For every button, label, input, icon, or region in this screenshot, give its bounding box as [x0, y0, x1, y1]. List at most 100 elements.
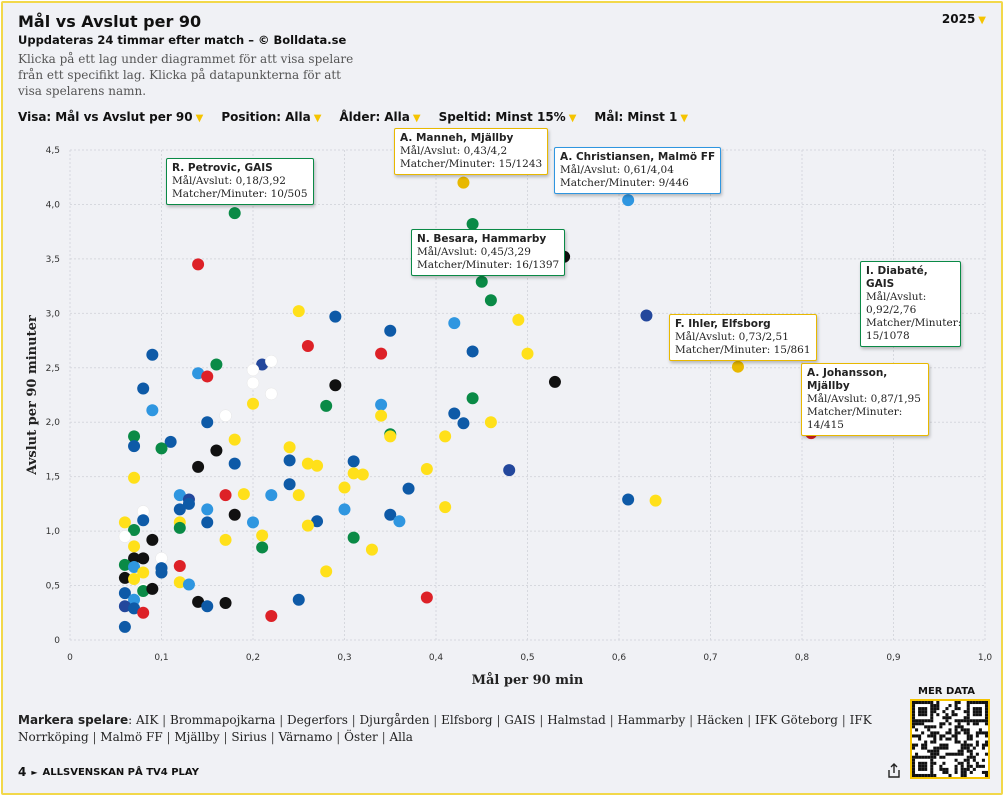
data-point[interactable] — [118, 571, 131, 584]
data-point[interactable] — [128, 552, 141, 565]
data-point[interactable] — [173, 559, 186, 572]
data-point[interactable] — [265, 387, 278, 401]
data-point[interactable] — [128, 524, 141, 537]
data-point[interactable] — [146, 348, 159, 361]
data-point[interactable] — [219, 489, 232, 502]
data-point[interactable] — [311, 459, 324, 472]
data-point[interactable] — [640, 309, 653, 322]
data-point[interactable] — [356, 468, 369, 481]
team-link[interactable]: Värnamo — [278, 730, 333, 744]
data-point[interactable] — [210, 444, 223, 457]
data-point[interactable] — [146, 404, 159, 417]
data-point[interactable] — [292, 489, 305, 502]
data-point[interactable] — [484, 294, 497, 307]
data-point[interactable] — [548, 375, 561, 388]
data-point[interactable] — [283, 441, 296, 454]
team-link[interactable]: Häcken — [696, 713, 744, 727]
data-point[interactable] — [228, 207, 241, 220]
data-point[interactable] — [457, 176, 470, 189]
data-point[interactable] — [118, 587, 131, 600]
data-point[interactable] — [384, 508, 397, 521]
data-point[interactable] — [155, 442, 168, 455]
data-point[interactable] — [128, 573, 141, 586]
data-point[interactable] — [439, 430, 452, 443]
data-point[interactable] — [347, 467, 360, 480]
team-link[interactable]: Brommapojkarna — [170, 713, 276, 727]
data-point[interactable] — [439, 501, 452, 514]
team-link[interactable]: Elfsborg — [441, 713, 493, 727]
data-point[interactable] — [192, 595, 205, 608]
data-point[interactable] — [182, 578, 195, 591]
data-point[interactable] — [201, 503, 214, 516]
team-link[interactable]: IFK Norrköping — [18, 713, 872, 744]
data-point[interactable] — [228, 433, 241, 446]
data-point[interactable] — [301, 519, 314, 532]
data-point[interactable] — [128, 430, 141, 443]
data-point[interactable] — [173, 576, 186, 589]
qr-code-icon[interactable] — [910, 699, 990, 779]
data-point[interactable] — [393, 515, 406, 528]
data-point[interactable] — [338, 503, 351, 516]
data-point[interactable] — [466, 392, 479, 405]
year-select[interactable]: 2025 ▼ — [942, 12, 986, 26]
data-point[interactable] — [128, 471, 141, 484]
data-point[interactable] — [283, 454, 296, 467]
data-point[interactable] — [292, 305, 305, 318]
data-point[interactable] — [320, 565, 333, 578]
data-point[interactable] — [228, 508, 241, 521]
data-point[interactable] — [448, 317, 461, 330]
filter-speltid[interactable]: Speltid: Minst 15% ▼ — [439, 110, 577, 124]
data-point[interactable] — [228, 457, 241, 470]
data-point[interactable] — [283, 478, 296, 491]
data-point[interactable] — [457, 417, 470, 430]
data-point[interactable] — [265, 354, 278, 368]
data-point[interactable] — [521, 347, 534, 360]
data-point[interactable] — [311, 515, 324, 528]
data-point[interactable] — [128, 593, 141, 606]
data-point[interactable] — [448, 407, 461, 420]
data-point[interactable] — [192, 367, 205, 380]
data-point[interactable] — [210, 358, 223, 371]
data-point[interactable] — [137, 606, 150, 619]
data-point[interactable] — [137, 585, 150, 597]
data-point[interactable] — [137, 566, 150, 579]
data-point[interactable] — [182, 497, 195, 510]
data-point[interactable] — [512, 313, 525, 326]
data-point[interactable] — [247, 516, 259, 529]
data-point[interactable] — [118, 558, 131, 571]
data-point[interactable] — [329, 379, 342, 392]
data-point[interactable] — [219, 596, 232, 609]
filter-visa[interactable]: Visa: Mål vs Avslut per 90 ▼ — [18, 110, 203, 124]
team-link[interactable]: Öster — [344, 730, 378, 744]
data-point[interactable] — [164, 435, 177, 448]
team-link[interactable]: Mjällby — [174, 730, 220, 744]
team-link[interactable]: Halmstad — [547, 713, 606, 727]
filter-alder[interactable]: Ålder: Alla ▼ — [339, 110, 420, 124]
data-point[interactable] — [173, 489, 186, 502]
filter-position[interactable]: Position: Alla ▼ — [221, 110, 321, 124]
data-point[interactable] — [320, 399, 333, 412]
data-point[interactable] — [173, 503, 186, 516]
data-point[interactable] — [192, 460, 205, 473]
data-point[interactable] — [475, 275, 488, 288]
data-point[interactable] — [246, 376, 260, 390]
data-point[interactable] — [375, 347, 388, 360]
data-point[interactable] — [622, 194, 635, 207]
data-point[interactable] — [128, 540, 141, 553]
data-point[interactable] — [420, 463, 433, 476]
data-point[interactable] — [365, 543, 378, 556]
team-link[interactable]: Alla — [389, 730, 413, 744]
data-point[interactable] — [256, 529, 269, 542]
data-point[interactable] — [155, 566, 168, 579]
data-point[interactable] — [301, 457, 314, 470]
data-point[interactable] — [301, 340, 314, 352]
data-point[interactable] — [246, 363, 260, 377]
data-point[interactable] — [466, 218, 479, 231]
team-link[interactable]: Sirius — [231, 730, 267, 744]
data-point[interactable] — [731, 360, 744, 373]
data-point[interactable] — [292, 593, 305, 606]
data-point[interactable] — [128, 561, 141, 574]
data-point[interactable] — [256, 541, 269, 554]
data-point[interactable] — [118, 620, 131, 633]
data-point[interactable] — [146, 582, 159, 595]
